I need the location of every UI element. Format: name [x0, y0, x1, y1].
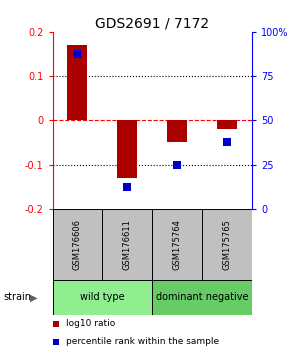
Text: wild type: wild type	[80, 292, 125, 302]
Bar	[152, 280, 252, 315]
Text: GSM176606: GSM176606	[73, 219, 82, 270]
Text: strain: strain	[3, 292, 31, 302]
Text: ▶: ▶	[30, 292, 38, 302]
Point	[75, 51, 80, 57]
Bar	[68, 45, 87, 120]
Text: GSM176611: GSM176611	[123, 219, 132, 270]
Text: dominant negative: dominant negative	[156, 292, 248, 302]
Point	[175, 162, 180, 167]
Point	[54, 321, 59, 327]
Text: GSM175764: GSM175764	[173, 219, 182, 270]
Text: percentile rank within the sample: percentile rank within the sample	[67, 337, 220, 346]
Bar	[202, 209, 252, 280]
Point	[54, 339, 59, 344]
Bar	[52, 280, 152, 315]
Title: GDS2691 / 7172: GDS2691 / 7172	[95, 17, 209, 31]
Bar	[167, 120, 187, 143]
Bar	[152, 209, 202, 280]
Point	[225, 140, 230, 145]
Bar	[102, 209, 152, 280]
Bar	[52, 209, 102, 280]
Text: log10 ratio: log10 ratio	[67, 319, 116, 329]
Text: GSM175765: GSM175765	[223, 219, 232, 270]
Point	[125, 184, 130, 190]
Bar	[117, 120, 137, 178]
Bar	[217, 120, 237, 129]
